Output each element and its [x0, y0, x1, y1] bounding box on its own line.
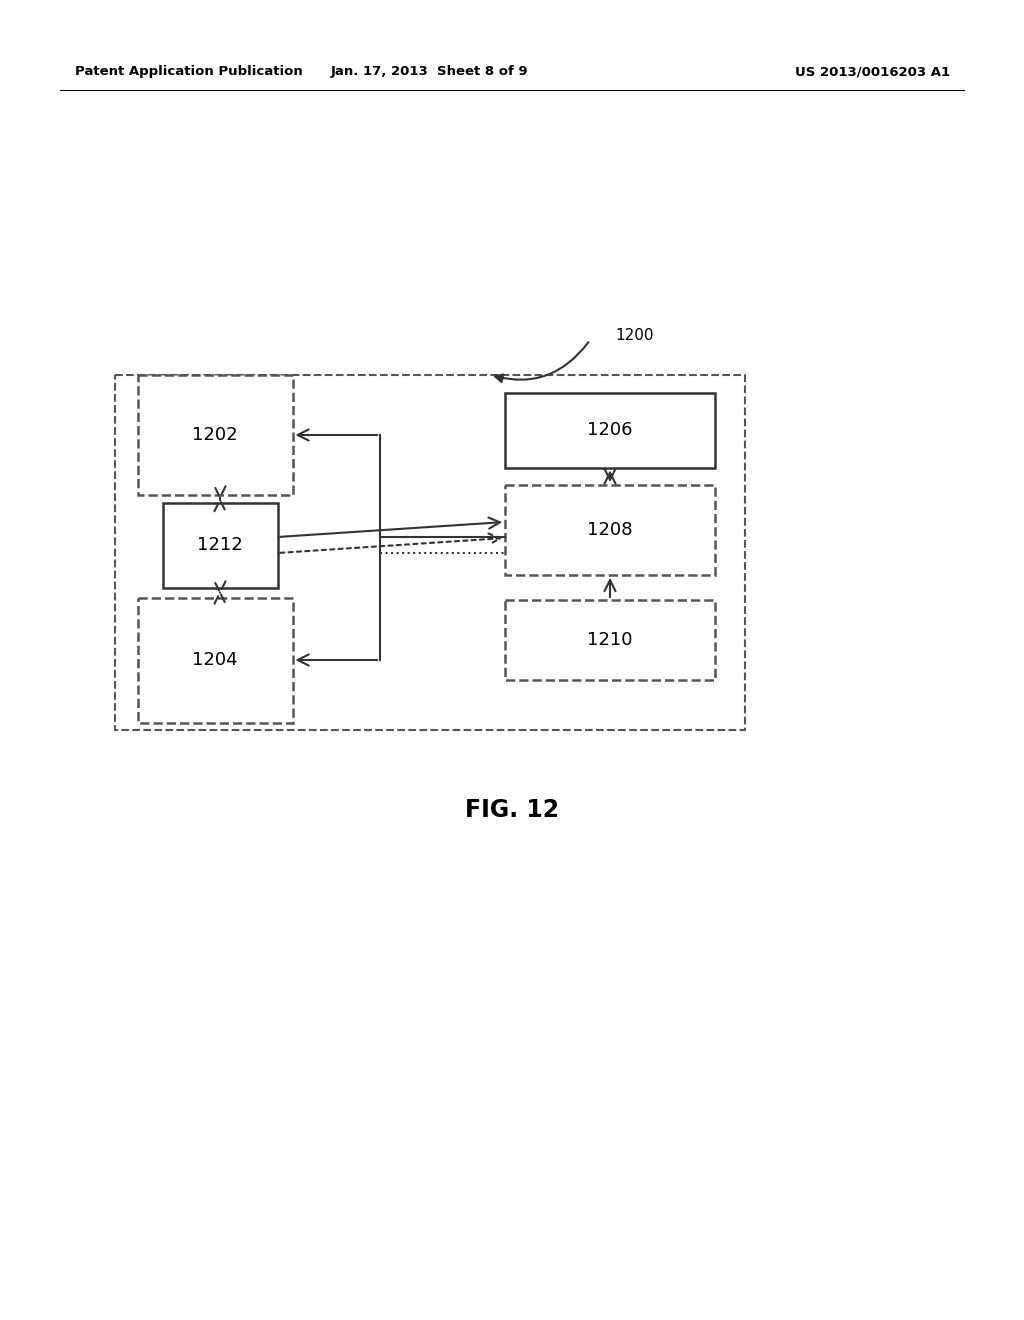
FancyArrowPatch shape — [604, 469, 615, 483]
Text: 1212: 1212 — [198, 536, 243, 554]
Text: 1208: 1208 — [587, 521, 633, 539]
Text: 1206: 1206 — [587, 421, 633, 440]
Text: Jan. 17, 2013  Sheet 8 of 9: Jan. 17, 2013 Sheet 8 of 9 — [331, 66, 528, 78]
FancyArrowPatch shape — [298, 655, 377, 665]
Bar — [115, 375, 745, 730]
FancyArrowPatch shape — [214, 581, 225, 603]
Text: FIG. 12: FIG. 12 — [465, 799, 559, 822]
FancyArrowPatch shape — [214, 486, 225, 511]
Bar — [505, 392, 715, 467]
FancyArrowPatch shape — [281, 517, 500, 537]
Text: 1204: 1204 — [193, 651, 238, 669]
FancyArrowPatch shape — [604, 579, 615, 597]
Bar — [505, 484, 715, 576]
Bar — [137, 375, 293, 495]
Text: Patent Application Publication: Patent Application Publication — [75, 66, 303, 78]
FancyArrowPatch shape — [281, 533, 500, 553]
Text: US 2013/0016203 A1: US 2013/0016203 A1 — [795, 66, 950, 78]
FancyArrowPatch shape — [298, 429, 377, 441]
Text: 1202: 1202 — [193, 426, 238, 444]
Text: 1210: 1210 — [587, 631, 633, 649]
Text: 1200: 1200 — [615, 327, 653, 342]
Bar — [163, 503, 278, 587]
Bar — [505, 601, 715, 680]
Bar — [137, 598, 293, 722]
